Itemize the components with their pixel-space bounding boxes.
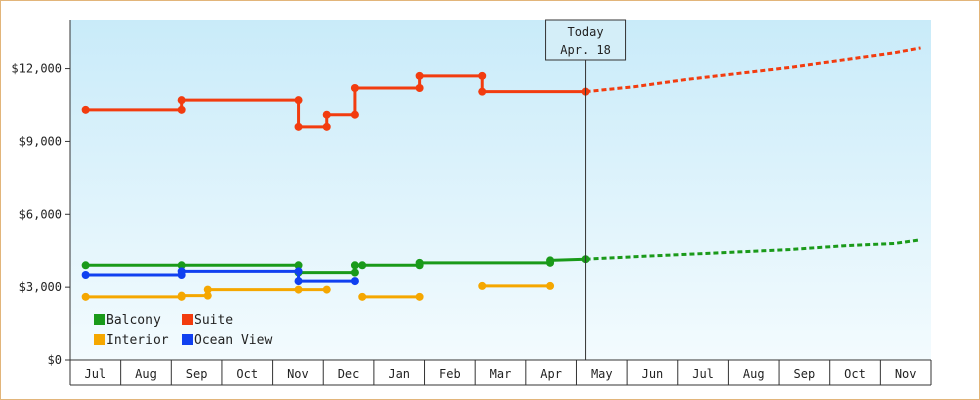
x-tick-label: Nov <box>895 367 917 381</box>
legend-label: Ocean View <box>194 333 272 348</box>
series-layer <box>81 46 921 301</box>
legend-label: Suite <box>194 313 233 328</box>
x-tick-label: Aug <box>743 367 765 381</box>
forecast-line <box>585 238 921 261</box>
today-marker: Today Apr. 18 <box>545 19 627 360</box>
legend-swatch <box>182 334 193 345</box>
x-tick-label: Mar <box>490 367 512 381</box>
data-point <box>177 96 186 105</box>
legend: Balcony Suite Interior Ocean View <box>94 313 272 348</box>
x-tick-label: Sep <box>186 367 208 381</box>
data-point <box>294 267 303 276</box>
x-tick-label: Dec <box>338 367 360 381</box>
data-point <box>358 261 367 270</box>
data-point <box>322 285 331 294</box>
legend-swatch <box>182 314 193 325</box>
x-tick-label: Feb <box>439 367 461 381</box>
legend-label: Interior <box>106 333 169 348</box>
data-point <box>415 84 424 92</box>
data-point <box>177 105 186 114</box>
data-point <box>177 267 186 276</box>
data-point <box>177 261 186 270</box>
data-point <box>350 84 359 92</box>
data-point <box>294 122 303 131</box>
data-point <box>294 96 303 105</box>
y-tick-label: $6,000 <box>19 207 62 221</box>
series-ocean-view <box>81 267 359 286</box>
series-line <box>85 288 327 299</box>
data-point <box>546 281 555 290</box>
x-tick-label: Sep <box>794 367 816 381</box>
data-point <box>177 291 186 300</box>
data-point <box>81 105 90 114</box>
data-point <box>350 277 359 286</box>
x-tick-label: Jul <box>84 367 106 381</box>
x-tick-label: Jul <box>692 367 714 381</box>
data-point <box>294 285 303 294</box>
data-point <box>203 285 212 294</box>
y-tick-label: $9,000 <box>19 134 62 148</box>
x-tick-label: Jan <box>388 367 410 381</box>
legend-swatch <box>94 334 105 345</box>
x-tick-label: Jun <box>642 367 664 381</box>
data-point <box>203 291 212 300</box>
y-tick-label: $12,000 <box>11 62 62 76</box>
x-tick-label: Oct <box>844 367 866 381</box>
data-point <box>294 277 303 286</box>
today-box <box>545 19 627 61</box>
legend-label: Balcony <box>106 313 161 328</box>
axes: $0 $3,000 $6,000 $9,000 $12,000 Jul Aug Sep Oct N… <box>11 20 932 386</box>
data-point <box>322 110 331 119</box>
x-tick-label: May <box>591 367 613 381</box>
data-point <box>478 71 487 80</box>
data-point <box>322 122 331 131</box>
x-tick-label: Aug <box>135 367 157 381</box>
plot-background <box>70 20 931 360</box>
data-point <box>478 87 487 96</box>
data-point <box>478 281 487 290</box>
data-point <box>358 292 367 301</box>
today-label: Today <box>567 25 603 39</box>
data-point <box>81 261 90 270</box>
y-tick-label: $3,000 <box>19 280 62 294</box>
data-point <box>415 71 424 80</box>
data-point <box>415 292 424 301</box>
x-tick-label: Oct <box>236 367 258 381</box>
y-tick-label: $0 <box>48 353 62 367</box>
x-tick-label: Nov <box>287 367 309 381</box>
series-line <box>85 269 355 283</box>
data-point <box>81 292 90 301</box>
series-interior <box>81 281 555 301</box>
data-point <box>350 268 359 277</box>
legend-swatch <box>94 314 105 325</box>
series-suite <box>81 46 921 131</box>
forecast-line <box>585 46 921 94</box>
today-date: Apr. 18 <box>560 43 611 57</box>
x-tick-label: Apr <box>540 367 562 381</box>
data-point <box>546 256 555 265</box>
data-point <box>350 110 359 119</box>
data-point <box>81 271 90 279</box>
series-line <box>85 74 586 129</box>
data-point <box>415 258 424 267</box>
data-point <box>350 261 359 270</box>
data-point <box>294 261 303 270</box>
